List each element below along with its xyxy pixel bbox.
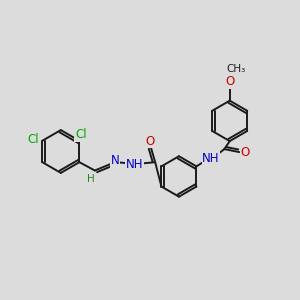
Text: Cl: Cl xyxy=(75,128,87,141)
Text: O: O xyxy=(225,75,234,88)
Text: Cl: Cl xyxy=(28,133,39,146)
Text: CH₃: CH₃ xyxy=(226,64,246,74)
Text: O: O xyxy=(146,135,155,148)
Text: O: O xyxy=(241,146,250,159)
Text: NH: NH xyxy=(202,152,220,164)
Text: H: H xyxy=(87,174,95,184)
Text: N: N xyxy=(111,154,119,167)
Text: NH: NH xyxy=(126,158,143,171)
